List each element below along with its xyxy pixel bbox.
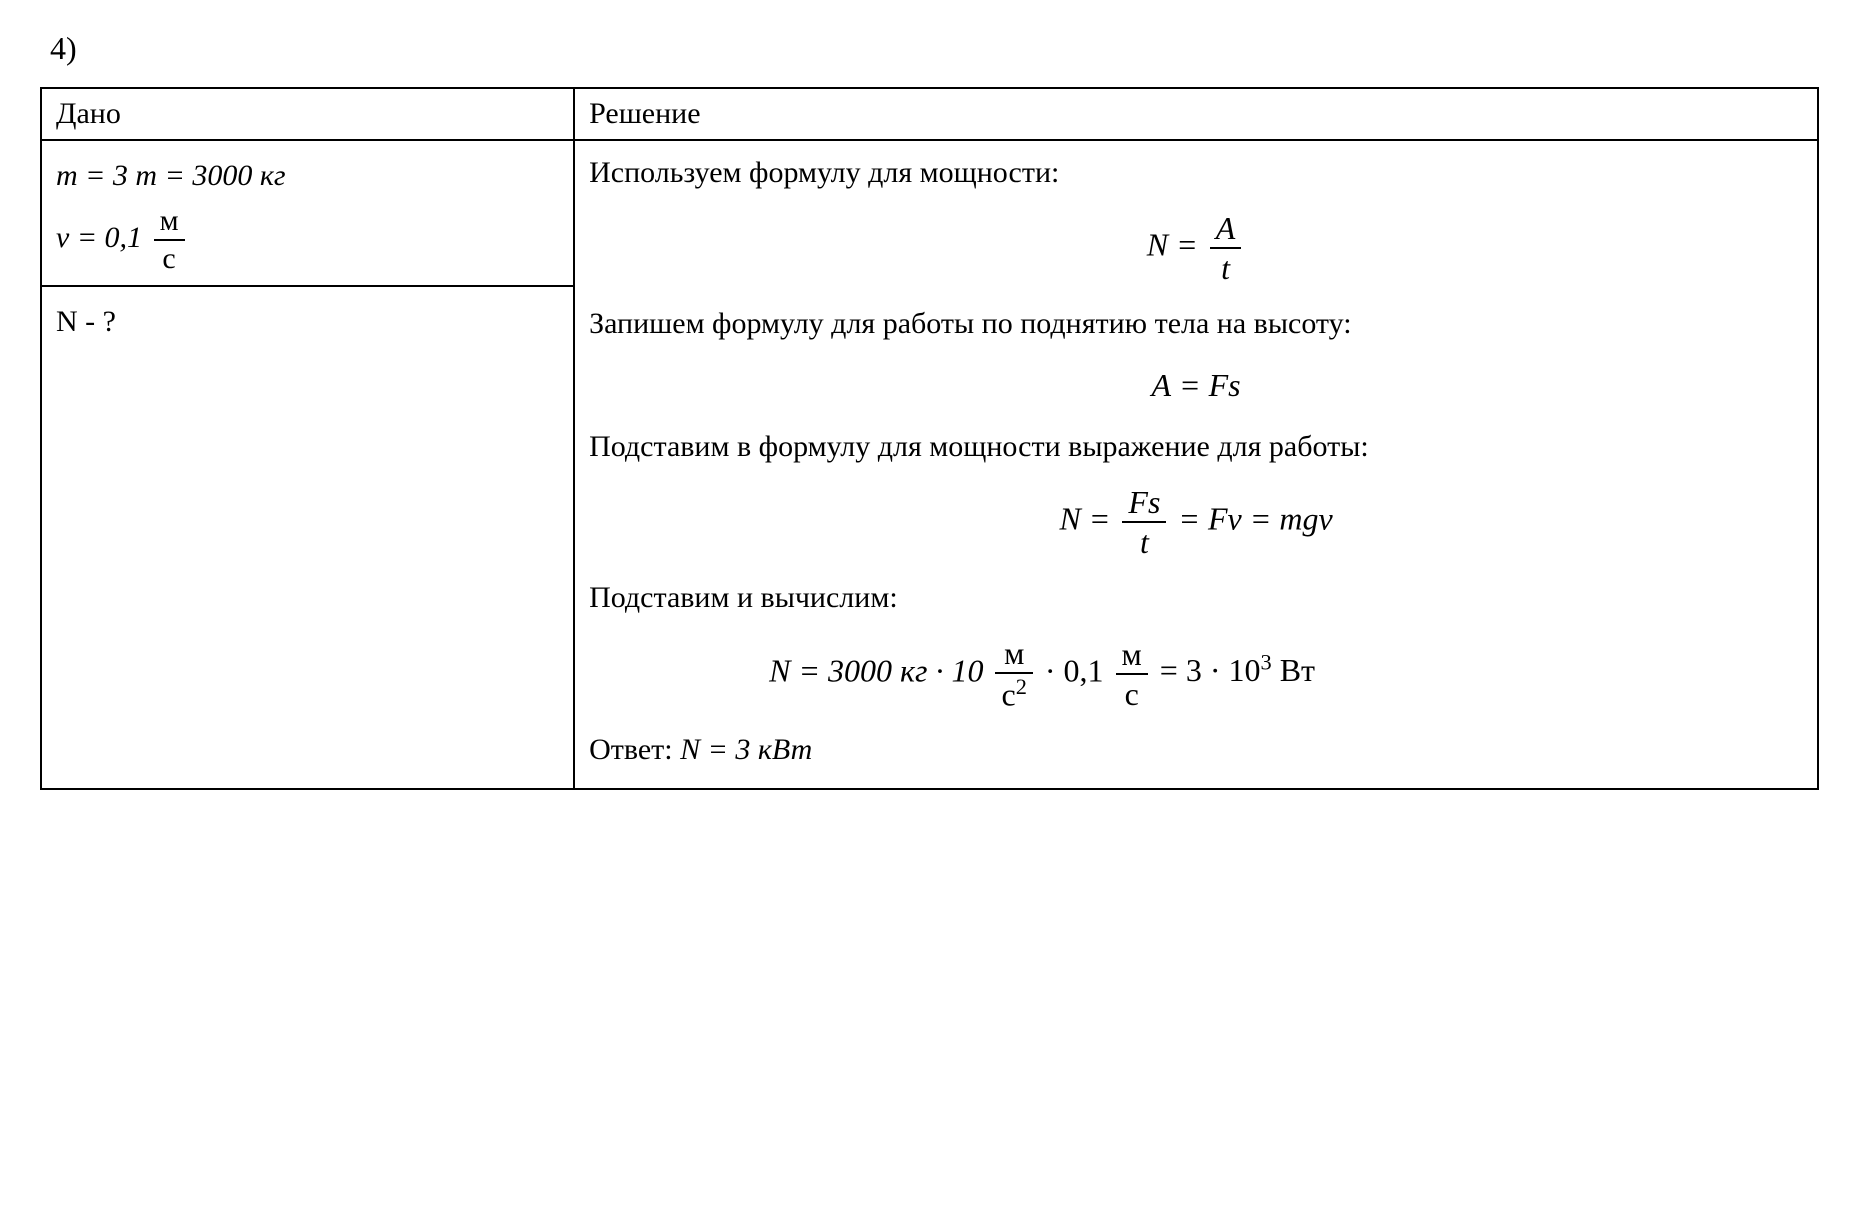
formula1-den: t xyxy=(1210,249,1242,287)
formula3-num: Fs xyxy=(1122,483,1166,523)
solution-body: Используем формулу для мощности: N = A t… xyxy=(574,140,1818,789)
calc-unit1-num: м xyxy=(995,634,1032,674)
left-column: m = 3 т = 3000 кг v = 0,1 м с N - ? xyxy=(41,140,574,789)
calc-unit2-num: м xyxy=(1116,635,1148,675)
formula-substitution: N = Fs t = Fv = mgv xyxy=(589,483,1803,562)
question: N - ? xyxy=(56,295,559,339)
calc-unit2-den: с xyxy=(1116,675,1148,713)
formula1-fraction: A t xyxy=(1210,209,1242,288)
solution-line-1: Используем формулу для мощности: xyxy=(589,149,1803,197)
solution-table: Дано Решение m = 3 т = 3000 кг v = 0,1 м… xyxy=(40,87,1819,790)
velocity-unit-den: с xyxy=(154,241,185,277)
solution-line-2: Запишем формулу для работы по поднятию т… xyxy=(589,300,1803,348)
formula2: А = Fs xyxy=(1151,367,1240,403)
answer-line: Ответ: N = 3 кВт xyxy=(589,726,1803,774)
mass-line: m = 3 т = 3000 кг xyxy=(56,159,286,192)
formula3-fraction: Fs t xyxy=(1122,483,1166,562)
formula1-num: A xyxy=(1210,209,1242,249)
calc-unit2: м с xyxy=(1116,635,1148,714)
header-given: Дано xyxy=(41,88,574,140)
velocity-unit-num: м xyxy=(154,203,185,241)
calc-result: = 3 · 103 Вт xyxy=(1160,652,1315,688)
solution-line-4: Подставим и вычислим: xyxy=(589,574,1803,622)
problem-number: 4) xyxy=(50,30,1819,67)
calc-prefix: N = 3000 кг · 10 xyxy=(769,652,983,688)
calc-unit1: м с2 xyxy=(995,634,1032,714)
formula3-right: = Fv = mgv xyxy=(1178,501,1332,537)
formula-work: А = Fs xyxy=(589,360,1803,411)
answer-label: Ответ: xyxy=(589,733,673,766)
formula-calculation: N = 3000 кг · 10 м с2 · 0,1 м с = 3 · 10… xyxy=(589,634,1803,714)
velocity-unit: м с xyxy=(154,203,185,277)
formula-power: N = A t xyxy=(589,209,1803,288)
formula3-den: t xyxy=(1122,523,1166,561)
answer-value: N = 3 кВт xyxy=(680,733,812,766)
calc-unit1-den: с2 xyxy=(995,674,1032,714)
calc-mid: · 0,1 xyxy=(1045,652,1104,688)
header-solution: Решение xyxy=(574,88,1818,140)
formula3-left: N = xyxy=(1059,501,1110,537)
given-data: m = 3 т = 3000 кг v = 0,1 м с xyxy=(56,149,559,277)
solution-line-3: Подставим в формулу для мощности выражен… xyxy=(589,423,1803,471)
formula1-left: N = xyxy=(1147,227,1198,263)
velocity-value: v = 0,1 xyxy=(56,221,142,254)
